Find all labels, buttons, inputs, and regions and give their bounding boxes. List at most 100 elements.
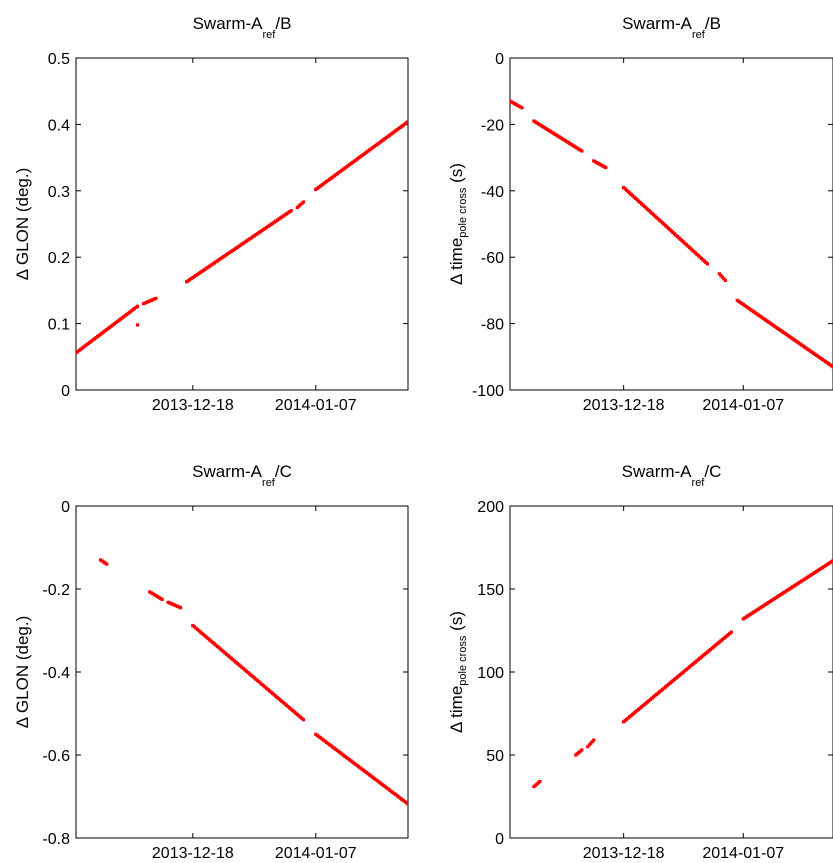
y-tick-label: -20 (481, 117, 504, 134)
chart-title-part: Swarm-A (192, 462, 263, 481)
y-axis-label-subscript: pole cross (457, 635, 469, 686)
data-point (592, 738, 596, 742)
x-tick-label: 2013-12-18 (152, 397, 234, 414)
y-tick-label: -0.2 (42, 582, 70, 599)
x-tick-label: 2013-12-18 (583, 397, 665, 414)
chart-title: Swarm-Aref/B (622, 14, 721, 41)
y-axis-label-part: Δ time (447, 238, 466, 285)
plot-frame (75, 57, 409, 391)
data-point (719, 273, 723, 278)
chart-title-part: Swarm-A (193, 14, 264, 33)
x-tick-label: 2013-12-18 (583, 845, 665, 862)
chart-title: Swarm-Aref/C (192, 462, 292, 489)
plot-frame (75, 505, 409, 839)
y-tick-label: -100 (472, 383, 504, 400)
y-tick-label: 50 (486, 748, 504, 765)
y-axis-label-part: Δ GLON (deg.) (13, 616, 32, 728)
chart-title-part: /B (275, 14, 291, 33)
x-tick-label: 2013-12-18 (152, 845, 234, 862)
y-tick-label: -40 (481, 184, 504, 201)
y-tick-label: 0 (61, 383, 70, 400)
data-point (160, 597, 164, 601)
panel-p2: -100 -80 -60 -40 -20 0 2013-12-18 2014-01-07 Swa… (447, 14, 833, 414)
panel-p3: -0.8 -0.6 -0.4 -0.2 0 2013-12-18 2014-01-07 Swa… (13, 462, 409, 862)
data-point (604, 165, 608, 170)
y-axis-label: Δ GLON (deg.) (13, 168, 32, 280)
plot-frame (509, 57, 833, 391)
y-axis-label: Δ timepole cross (s) (447, 163, 469, 285)
y-tick-label: 0.3 (48, 184, 70, 201)
data-point (717, 272, 721, 276)
data-point (406, 120, 408, 124)
data-point (135, 304, 140, 308)
data-series (532, 559, 833, 789)
data-point (178, 606, 183, 610)
data-point (723, 278, 727, 283)
data-point (520, 106, 524, 110)
data-point (705, 262, 709, 266)
y-tick-label: -0.6 (42, 748, 70, 765)
plot-frame (509, 505, 833, 839)
chart-title-subscript: ref (263, 29, 277, 41)
y-tick-label: 200 (477, 499, 504, 516)
x-tick-label: 2014-01-07 (275, 397, 357, 414)
y-tick-label: 0 (495, 831, 504, 848)
y-tick-label: 150 (477, 582, 504, 599)
chart-title-part: Swarm-A (622, 14, 693, 33)
y-axis-label-part: Δ GLON (deg.) (13, 168, 32, 280)
data-point (406, 802, 408, 806)
data-point (589, 741, 593, 745)
y-axis-label-part: Δ time (447, 686, 466, 733)
chart-title: Swarm-Aref/B (193, 14, 292, 41)
data-point (590, 740, 594, 744)
data-series (98, 558, 408, 806)
data-point (154, 296, 158, 300)
chart-title: Swarm-Aref/C (622, 462, 722, 489)
data-series (76, 120, 408, 355)
x-tick-label: 2014-01-07 (702, 397, 784, 414)
chart-title-subscript: ref (692, 477, 706, 489)
data-series (510, 99, 833, 369)
chart-title-subscript: ref (262, 477, 276, 489)
data-point (301, 200, 306, 204)
data-point (289, 209, 293, 213)
chart-title-part: Swarm-A (622, 462, 693, 481)
y-tick-label: 0 (495, 51, 504, 68)
y-axis-label-subscript: pole cross (457, 187, 469, 238)
y-tick-label: -0.4 (42, 665, 70, 682)
y-axis-label: Δ GLON (deg.) (13, 616, 32, 728)
y-axis-label-part: (s) (447, 611, 466, 636)
data-point (831, 365, 833, 369)
chart-title-part: /B (705, 14, 721, 33)
y-tick-label: 0.5 (48, 51, 70, 68)
y-tick-label: 0 (61, 499, 70, 516)
x-tick-label: 2014-01-07 (702, 845, 784, 862)
data-point (722, 277, 726, 281)
data-point (580, 748, 584, 752)
x-tick-label: 2014-01-07 (275, 845, 357, 862)
chart-title-part: /C (275, 462, 292, 481)
data-point (587, 743, 591, 747)
y-tick-label: 100 (477, 665, 504, 682)
y-axis-label: Δ timepole cross (s) (447, 611, 469, 733)
panel-p4: 0 50 100 150 200 2013-12-18 2014-01-07 Swarm-Ar… (447, 462, 833, 862)
data-point (105, 562, 109, 566)
y-axis-label-part: (s) (447, 163, 466, 188)
y-tick-label: 0.2 (48, 250, 70, 267)
data-point (729, 630, 733, 634)
data-point (135, 323, 140, 327)
data-point (831, 559, 833, 563)
y-tick-label: 0.1 (48, 317, 70, 334)
panel-p1: 0 0.1 0.2 0.3 0.4 0.5 2013-12-18 2014-01-07 Swar… (13, 14, 409, 414)
chart-title-subscript: ref (692, 29, 706, 41)
data-point (580, 149, 584, 153)
y-tick-label: -60 (481, 250, 504, 267)
data-point (538, 779, 542, 784)
data-point (301, 718, 306, 722)
chart-title-part: /C (704, 462, 721, 481)
y-tick-label: 0.4 (48, 117, 70, 134)
y-tick-label: -0.8 (42, 831, 70, 848)
data-point (720, 275, 724, 279)
data-point (586, 745, 590, 749)
